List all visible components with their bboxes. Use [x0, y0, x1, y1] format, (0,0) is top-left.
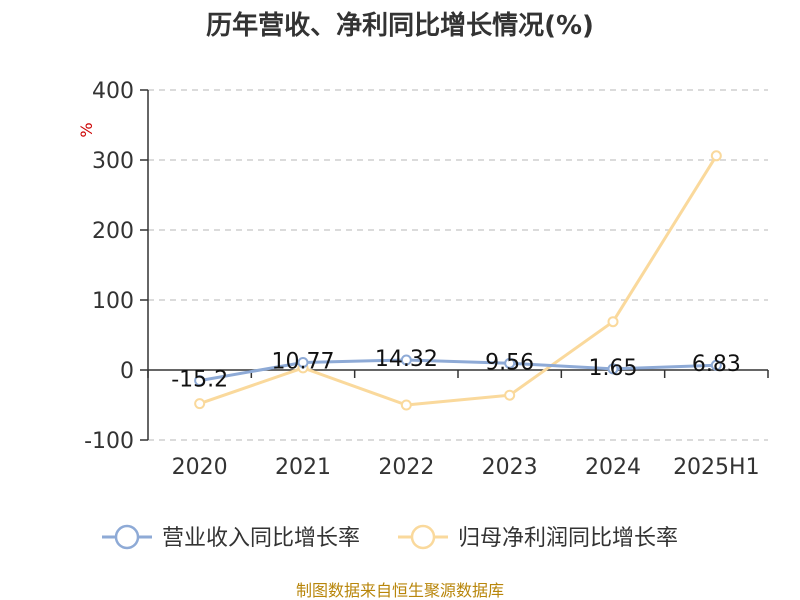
- data-label: 6.83: [692, 352, 741, 377]
- grid-lines: [148, 89, 768, 441]
- data-labels: -15.2 10.77 14.32 9.56 1.65 6.83: [171, 347, 741, 393]
- data-point[interactable]: [194, 375, 206, 387]
- data-point[interactable]: [400, 354, 412, 366]
- legend-label: 归母净利润同比增长率: [458, 526, 678, 551]
- legend-label: 营业收入同比增长率: [162, 526, 360, 551]
- chart-title: 历年营收、净利同比增长情况(%): [206, 10, 594, 41]
- x-tick-label: 2022: [378, 455, 434, 480]
- data-label: 14.32: [375, 347, 438, 372]
- legend-item-0[interactable]: 营业收入同比增长率: [102, 524, 360, 551]
- data-label: -15.2: [171, 368, 228, 393]
- y-tick-label: 0: [120, 359, 134, 384]
- y-tick-label: 200: [92, 219, 134, 244]
- series-line-0: [199, 358, 717, 383]
- data-point[interactable]: [194, 398, 206, 410]
- y-tick-label: 400: [92, 79, 134, 104]
- source-note: 制图数据来自恒生聚源数据库: [296, 581, 504, 600]
- y-tick-label: -100: [84, 429, 134, 454]
- series-line-1: [199, 155, 718, 407]
- data-point[interactable]: [504, 357, 516, 369]
- series-layer: [194, 150, 722, 411]
- x-tick-label: 2021: [275, 455, 331, 480]
- x-tick-label: 2023: [482, 455, 538, 480]
- legend-swatch-marker: [410, 524, 436, 550]
- data-point[interactable]: [607, 316, 619, 328]
- y-axis-unit: %: [77, 122, 96, 137]
- x-tick-labels: 2020 2021 2022 2023 2024 2025H1: [172, 455, 760, 480]
- legend-item-1[interactable]: 归母净利润同比增长率: [398, 524, 678, 551]
- data-label: 10.77: [272, 349, 335, 374]
- legend-swatch-marker: [114, 524, 140, 550]
- legend[interactable]: 营业收入同比增长率 归母净利润同比增长率: [102, 524, 678, 551]
- x-tick-label: 2020: [172, 455, 228, 480]
- axes: [140, 89, 769, 441]
- data-point[interactable]: [400, 399, 412, 411]
- data-point[interactable]: [297, 356, 309, 368]
- x-tick-label: 2025H1: [673, 455, 760, 480]
- data-point[interactable]: [710, 150, 722, 162]
- data-label: 9.56: [485, 350, 534, 375]
- y-tick-label: 300: [92, 149, 134, 174]
- data-point[interactable]: [710, 359, 722, 371]
- y-tick-labels: 400 300 200 100 0 -100: [84, 79, 134, 454]
- data-point[interactable]: [607, 363, 619, 375]
- data-point[interactable]: [504, 389, 516, 401]
- y-tick-label: 100: [92, 289, 134, 314]
- x-tick-label: 2024: [585, 455, 641, 480]
- data-label: 1.65: [589, 356, 638, 381]
